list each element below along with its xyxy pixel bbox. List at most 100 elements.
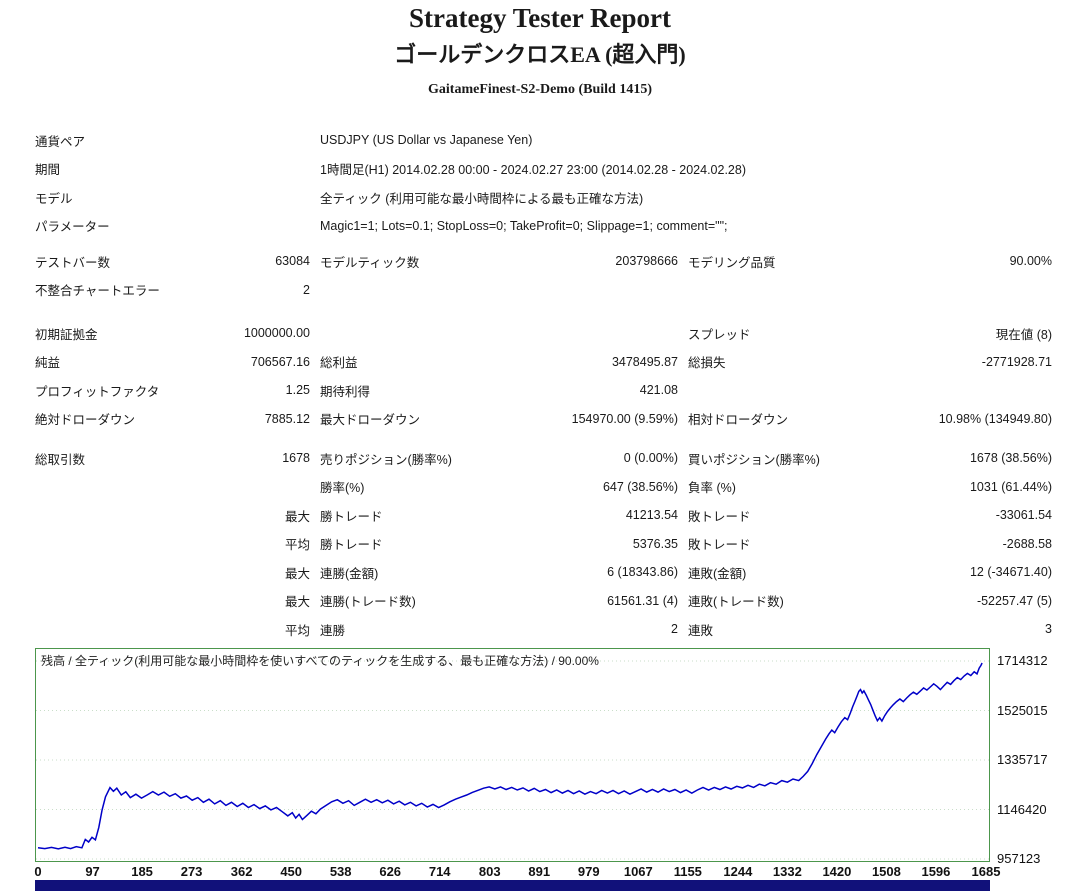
row-value: 平均 — [284, 623, 310, 638]
x-axis-label: 1244 — [723, 864, 753, 879]
row-value: 最大 — [284, 509, 310, 524]
x-axis-label: 891 — [528, 864, 551, 879]
row-value: 最大 — [284, 566, 310, 581]
chart-scrollbar[interactable] — [35, 880, 990, 891]
row-label: スプレッド — [688, 327, 751, 342]
report-table: 通貨ペア USDJPY (US Dollar vs Japanese Yen) 期間… — [35, 126, 1052, 644]
report-row: 絶対ドローダウン 7885.12 最大ドローダウン 154970.00 (9.59%)… — [35, 405, 1052, 434]
row-value: 203798666 — [615, 254, 678, 269]
row-value: 1678 (38.56%) — [969, 451, 1052, 466]
row-value: 7885.12 — [264, 411, 310, 426]
row-label: 連勝(トレード数) — [320, 595, 416, 610]
row-label: 不整合チャートエラー — [35, 284, 160, 299]
row-value: 1031 (61.44%) — [969, 479, 1052, 494]
x-axis-label: 273 — [180, 864, 203, 879]
x-axis-label: 979 — [577, 864, 600, 879]
balance-line — [37, 662, 983, 850]
row-label: 相対ドローダウン — [688, 413, 789, 428]
y-axis-label: 1525015 — [997, 702, 1048, 718]
x-axis-label: 538 — [329, 864, 352, 879]
report-row: 平均 勝トレード 5376.35 敗トレード -2688.58 — [35, 530, 1052, 559]
row-value: 6 (18343.86) — [607, 565, 678, 580]
balance-curve-canvas — [36, 660, 989, 860]
report-row: 最大 連勝(金額) 6 (18343.86) 連敗(金額) 12 (-34671.40) — [35, 558, 1052, 587]
row-value: 全ティック (利用可能な最小時間枠による最も正確な方法) — [320, 191, 644, 206]
balance-chart: 残高 / 全ティック(利用可能な最小時間枠を使いすべてのティックを生成する、最も… — [35, 648, 990, 862]
row-value: 現在値 (8) — [995, 327, 1052, 342]
report-row: テストバー数 63084 モデルティック数 203798666 モデリング品質 90.00… — [35, 247, 1052, 276]
row-value: 1時間足(H1) 2014.02.28 00:00 - 2024.02.27 2… — [320, 163, 746, 178]
row-label: モデリング品質 — [688, 255, 776, 270]
y-axis-label: 1714312 — [997, 653, 1048, 668]
report-row: 不整合チャートエラー 2 — [35, 276, 1052, 305]
row-label: 最大ドローダウン — [320, 413, 421, 428]
row-value: 421.08 — [639, 383, 678, 398]
row-label: テストバー数 — [35, 255, 111, 270]
report-row: モデル 全ティック (利用可能な最小時間枠による最も正確な方法) — [35, 183, 1052, 212]
row-value: 2 — [671, 622, 678, 637]
row-label: 期待利得 — [320, 384, 371, 399]
row-value: 41213.54 — [625, 508, 678, 523]
row-label: 連敗 — [688, 623, 714, 638]
table-section-gap — [35, 240, 1052, 247]
row-label: 初期証拠金 — [35, 327, 98, 342]
row-value: 10.98% (134949.80) — [938, 411, 1052, 426]
row-label: 敗トレード — [688, 509, 751, 524]
y-axis-label: 957123 — [997, 851, 1041, 866]
page-title: Strategy Tester Report — [409, 3, 671, 33]
row-label: 純益 — [35, 356, 61, 371]
report-header: Strategy Tester Report ゴールデンクロスEA (超入門) … — [0, 0, 1080, 98]
row-value: 最大 — [284, 595, 310, 610]
row-label: パラメーター — [35, 220, 110, 235]
x-axis-label: 185 — [131, 864, 153, 879]
row-label: 連勝(金額) — [320, 566, 379, 581]
row-label: 総取引数 — [35, 452, 86, 467]
report-row: 通貨ペア USDJPY (US Dollar vs Japanese Yen) — [35, 126, 1052, 155]
row-label: 勝トレード — [320, 509, 383, 524]
report-row: 初期証拠金 1000000.00 スプレッド 現在値 (8) — [35, 319, 1052, 348]
row-value: 63084 — [275, 254, 310, 269]
row-label: 買いポジション(勝率%) — [688, 452, 820, 467]
row-value: 3 — [1045, 622, 1052, 637]
report-row: 勝率(%) 647 (38.56%) 負率 (%) 1031 (61.44%) — [35, 473, 1052, 502]
row-value: 2 — [303, 282, 310, 297]
row-value: 3478495.87 — [611, 354, 678, 369]
report-row: 総取引数 1678 売りポジション(勝率%) 0 (0.00%) 買いポジション(勝率%… — [35, 444, 1052, 473]
row-label: 売りポジション(勝率%) — [320, 452, 452, 467]
row-label: プロフィットファクタ — [35, 384, 160, 399]
row-label: モデルティック数 — [320, 255, 420, 270]
row-value: Magic1=1; Lots=0.1; StopLoss=0; TakeProf… — [320, 218, 728, 233]
row-label: 勝率(%) — [320, 481, 365, 496]
chart-title: 残高 / 全ティック(利用可能な最小時間枠を使いすべてのティックを生成する、最も… — [41, 654, 599, 668]
row-value: 61561.31 (4) — [607, 593, 678, 608]
row-label: 期間 — [35, 163, 61, 178]
row-label: 連勝 — [320, 623, 346, 638]
x-axis-label: 1596 — [921, 864, 951, 879]
table-section-gap — [35, 433, 1052, 444]
x-axis-label: 1332 — [772, 864, 802, 879]
x-axis-label: 626 — [379, 864, 402, 879]
row-label: 負率 (%) — [688, 481, 736, 496]
row-value: 1000000.00 — [243, 326, 310, 341]
row-label: 総利益 — [320, 356, 358, 371]
row-label: 通貨ペア — [35, 134, 86, 149]
x-axis-label: 714 — [428, 864, 451, 879]
report-row: 最大 勝トレード 41213.54 敗トレード -33061.54 — [35, 501, 1052, 530]
table-section-gap — [35, 304, 1052, 319]
row-value: 0 (0.00%) — [623, 451, 678, 466]
report-row: 平均 連勝 2 連敗 3 — [35, 615, 1052, 644]
y-axis-label: 1146420 — [997, 801, 1047, 817]
row-value: 90.00% — [1009, 254, 1052, 269]
x-axis-label: 0 — [34, 864, 42, 879]
report-row: プロフィットファクタ 1.25 期待利得 421.08 — [35, 376, 1052, 405]
x-axis-label: 1420 — [822, 864, 852, 879]
row-value: USDJPY (US Dollar vs Japanese Yen) — [320, 133, 533, 148]
x-axis-label: 803 — [478, 864, 501, 879]
row-label: 連敗(金額) — [688, 566, 747, 581]
x-axis-label: 450 — [280, 864, 303, 879]
row-value: 12 (-34671.40) — [969, 565, 1052, 580]
ea-name: ゴールデンクロスEA (超入門) — [394, 42, 686, 67]
row-label: 絶対ドローダウン — [35, 413, 136, 428]
row-value: 平均 — [284, 538, 310, 553]
